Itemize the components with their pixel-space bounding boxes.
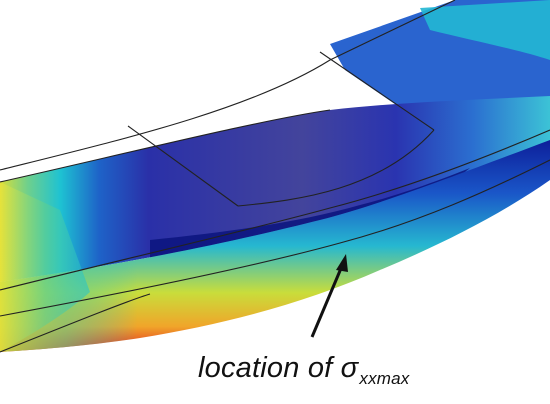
beam-front-face-left	[0, 140, 550, 352]
sigma-subscript: xxmax	[359, 369, 410, 388]
annotation-label: location of σxxmax	[198, 352, 410, 389]
beam-end-cap	[0, 182, 90, 352]
annotation-arrowhead-icon	[336, 254, 348, 272]
annotation-arrow-shaft	[310, 265, 344, 338]
annotation-text: location of	[198, 352, 333, 384]
wireframe	[0, 0, 550, 353]
sigma-symbol: σ	[340, 352, 359, 384]
beam-top-face	[0, 96, 550, 282]
beam-edge-shadow	[150, 168, 470, 258]
rear-face-highlight	[420, 0, 550, 60]
